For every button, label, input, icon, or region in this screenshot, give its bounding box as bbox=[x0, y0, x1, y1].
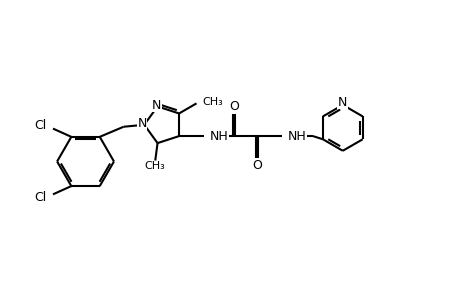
Text: N: N bbox=[151, 99, 161, 112]
Text: CH₃: CH₃ bbox=[144, 161, 164, 172]
Text: CH₃: CH₃ bbox=[202, 97, 222, 107]
Text: NH: NH bbox=[209, 130, 228, 142]
Text: O: O bbox=[252, 159, 262, 172]
Text: N: N bbox=[337, 96, 347, 109]
Text: Cl: Cl bbox=[34, 191, 46, 204]
Text: N: N bbox=[137, 117, 146, 130]
Text: Cl: Cl bbox=[34, 119, 46, 132]
Text: O: O bbox=[229, 100, 239, 113]
Text: NH: NH bbox=[287, 130, 306, 142]
